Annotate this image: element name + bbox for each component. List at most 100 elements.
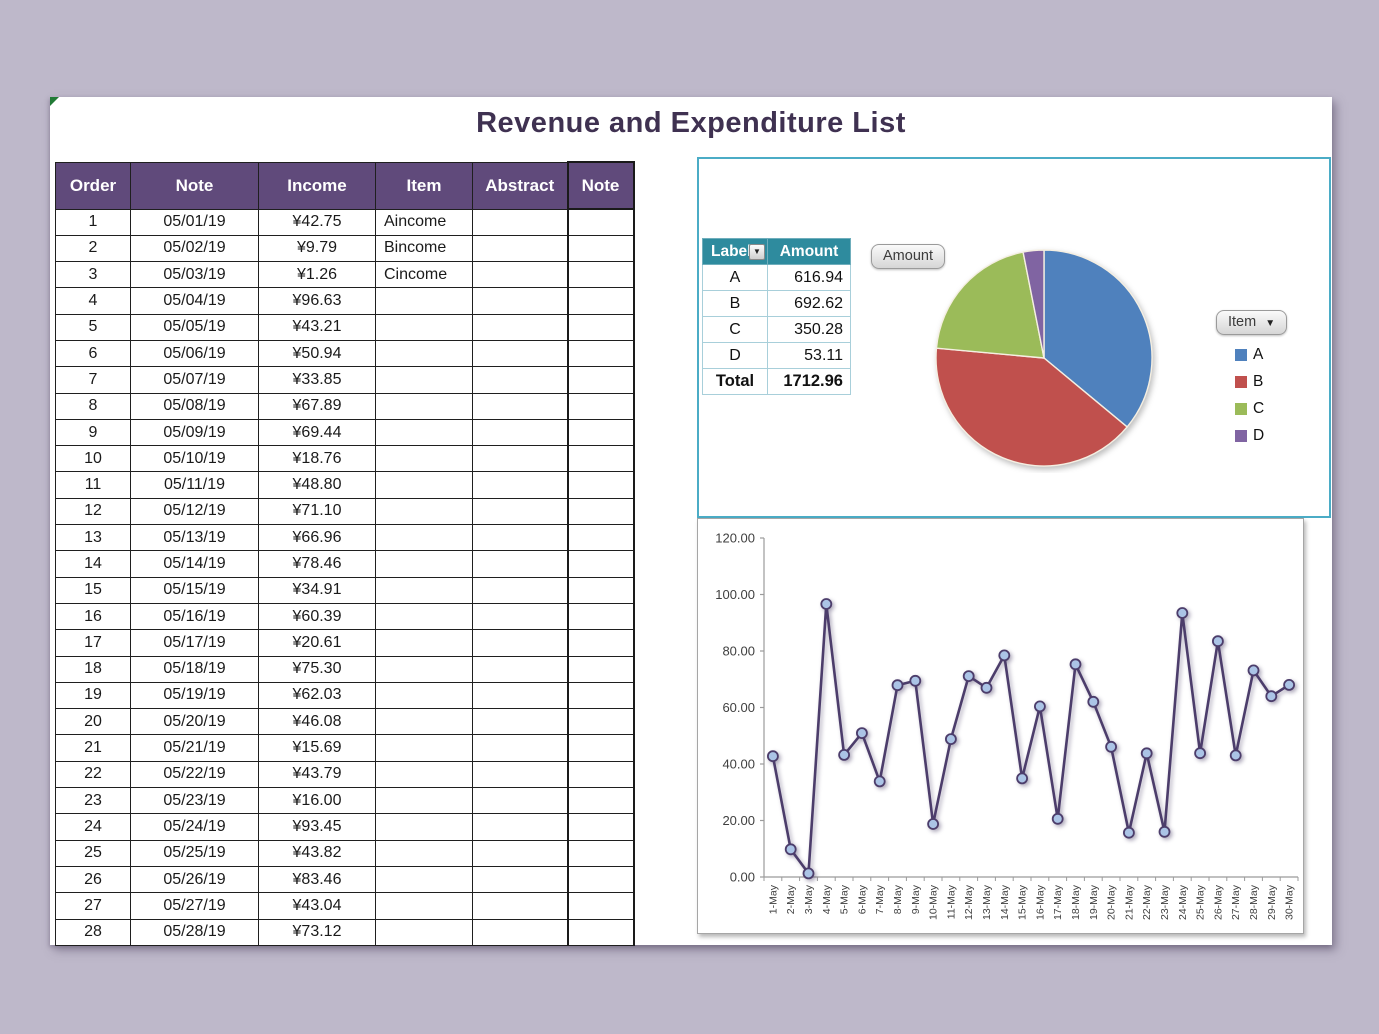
data-point-marker[interactable] bbox=[1194, 747, 1207, 760]
cell[interactable]: 27 bbox=[55, 892, 131, 920]
cell[interactable]: 1 bbox=[55, 208, 131, 236]
cell[interactable]: 23 bbox=[55, 787, 131, 815]
cell[interactable]: 05/15/19 bbox=[130, 576, 259, 604]
cell[interactable]: 05/02/19 bbox=[130, 234, 259, 263]
pivot-total-value[interactable]: 1712.96 bbox=[767, 368, 851, 395]
data-point-marker[interactable] bbox=[838, 748, 851, 761]
cell[interactable] bbox=[566, 865, 635, 894]
cell[interactable]: ¥16.00 bbox=[258, 787, 376, 815]
data-point-marker[interactable] bbox=[1122, 826, 1135, 839]
cell[interactable] bbox=[375, 497, 473, 526]
cell[interactable]: ¥33.85 bbox=[258, 366, 376, 394]
cell[interactable]: ¥75.30 bbox=[258, 655, 376, 683]
cell[interactable]: 16 bbox=[55, 602, 131, 631]
cell[interactable] bbox=[472, 865, 568, 894]
cell[interactable]: ¥60.39 bbox=[258, 602, 376, 631]
cell[interactable] bbox=[375, 418, 473, 447]
data-point-marker[interactable] bbox=[784, 843, 797, 856]
cell[interactable] bbox=[375, 865, 473, 894]
cell[interactable] bbox=[375, 813, 473, 841]
cell[interactable]: 15 bbox=[55, 576, 131, 604]
cell[interactable] bbox=[375, 655, 473, 683]
pivot-amount-cell[interactable]: 53.11 bbox=[767, 342, 851, 369]
cell[interactable]: ¥43.82 bbox=[258, 839, 376, 867]
cell[interactable] bbox=[472, 892, 568, 920]
cell[interactable] bbox=[472, 629, 568, 657]
pivot-field-button-item[interactable]: Item ▼ bbox=[1216, 310, 1288, 335]
cell[interactable] bbox=[566, 655, 635, 683]
cell[interactable]: Bincome bbox=[375, 234, 473, 263]
cell[interactable] bbox=[566, 787, 635, 815]
cell[interactable] bbox=[375, 392, 473, 420]
cell[interactable]: 05/07/19 bbox=[130, 366, 259, 394]
cell[interactable] bbox=[375, 892, 473, 920]
pivot-label-cell[interactable]: D bbox=[702, 342, 768, 369]
cell[interactable]: 22 bbox=[55, 760, 131, 789]
cell[interactable]: 7 bbox=[55, 366, 131, 394]
line-chart-panel[interactable]: 0.00 20.00 40.00 60.00 80.00 100.00 120.00 1-Ma… bbox=[697, 518, 1304, 934]
cell[interactable] bbox=[566, 708, 635, 736]
data-point-marker[interactable] bbox=[944, 733, 957, 746]
cell[interactable]: ¥43.79 bbox=[258, 760, 376, 789]
cell[interactable] bbox=[472, 576, 568, 604]
cell[interactable]: ¥9.79 bbox=[258, 234, 376, 263]
data-point-marker[interactable] bbox=[1212, 635, 1224, 648]
cell[interactable]: ¥50.94 bbox=[258, 339, 376, 368]
cell[interactable] bbox=[566, 734, 635, 762]
cell[interactable]: 05/23/19 bbox=[130, 787, 259, 815]
data-point-marker[interactable] bbox=[909, 674, 922, 687]
data-point-marker[interactable] bbox=[980, 681, 993, 694]
cell[interactable] bbox=[566, 471, 635, 499]
cell[interactable] bbox=[472, 918, 568, 946]
cell[interactable] bbox=[375, 629, 473, 657]
cell[interactable]: 05/21/19 bbox=[130, 734, 259, 762]
column-header-income[interactable]: Income bbox=[258, 161, 376, 210]
cell[interactable]: 05/03/19 bbox=[130, 261, 259, 289]
cell[interactable]: 05/18/19 bbox=[130, 655, 259, 683]
data-point-marker[interactable] bbox=[1033, 700, 1046, 713]
data-point-marker[interactable] bbox=[891, 679, 904, 692]
cell[interactable] bbox=[472, 602, 568, 631]
cell[interactable] bbox=[472, 287, 568, 315]
cell[interactable] bbox=[472, 418, 568, 447]
cell[interactable]: 3 bbox=[55, 261, 131, 289]
cell[interactable]: ¥15.69 bbox=[258, 734, 376, 762]
cell[interactable]: 20 bbox=[55, 708, 131, 736]
cell[interactable]: 05/04/19 bbox=[130, 287, 259, 315]
column-header-item[interactable]: Item bbox=[375, 161, 473, 210]
cell[interactable]: ¥93.45 bbox=[258, 813, 376, 841]
cell[interactable]: ¥78.46 bbox=[258, 550, 376, 578]
cell[interactable]: ¥96.63 bbox=[258, 287, 376, 315]
cell[interactable] bbox=[472, 655, 568, 683]
cell[interactable] bbox=[566, 366, 635, 394]
data-point-marker[interactable] bbox=[820, 598, 833, 610]
column-header-abstract[interactable]: Abstract bbox=[472, 161, 568, 210]
cell[interactable]: Cincome bbox=[375, 261, 473, 289]
cell[interactable] bbox=[566, 497, 635, 526]
pivot-label-cell[interactable]: A bbox=[702, 264, 768, 291]
cell[interactable]: ¥34.91 bbox=[258, 576, 376, 604]
column-header-order[interactable]: Order bbox=[55, 161, 131, 210]
data-point-marker[interactable] bbox=[1140, 747, 1153, 760]
cell[interactable]: 05/20/19 bbox=[130, 708, 259, 736]
cell[interactable]: 05/26/19 bbox=[130, 865, 259, 894]
cell[interactable] bbox=[472, 813, 568, 841]
cell[interactable]: 18 bbox=[55, 655, 131, 683]
cell[interactable] bbox=[375, 787, 473, 815]
pie-chart[interactable] bbox=[929, 243, 1159, 473]
data-point-marker[interactable] bbox=[1176, 607, 1189, 619]
cell[interactable]: ¥43.04 bbox=[258, 892, 376, 920]
cell[interactable]: 05/22/19 bbox=[130, 760, 259, 789]
cell[interactable]: 25 bbox=[55, 839, 131, 867]
cell[interactable] bbox=[375, 339, 473, 368]
cell[interactable] bbox=[375, 918, 473, 946]
cell[interactable]: ¥48.80 bbox=[258, 471, 376, 499]
pie-chart-panel[interactable]: Label ▼ Amount A 616.94 B 692.62 C 350.28 D 53.… bbox=[697, 157, 1331, 518]
cell[interactable]: 05/11/19 bbox=[130, 471, 259, 499]
cell[interactable] bbox=[566, 813, 635, 841]
cell[interactable]: 05/08/19 bbox=[130, 392, 259, 420]
cell[interactable]: ¥66.96 bbox=[258, 524, 376, 552]
cell[interactable] bbox=[472, 681, 568, 710]
pie-slice-d[interactable] bbox=[1022, 249, 1045, 359]
cell[interactable] bbox=[566, 234, 635, 263]
